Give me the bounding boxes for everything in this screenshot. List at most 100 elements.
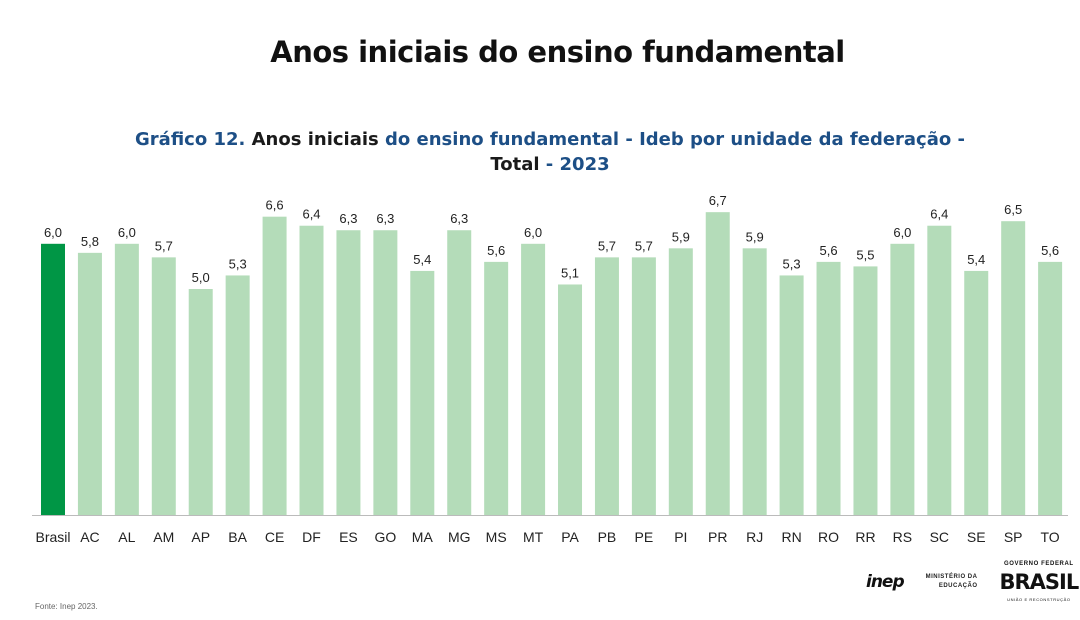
bar-AP <box>188 289 213 515</box>
bar-RN <box>779 275 804 515</box>
bar-DF <box>299 225 324 515</box>
bar-PB <box>594 257 619 515</box>
x-tick-label: TO <box>1041 529 1060 545</box>
data-label: 6,6 <box>266 198 284 213</box>
x-tick-label: Brasil <box>35 529 70 545</box>
data-label: 5,8 <box>81 234 99 249</box>
x-tick-label: SP <box>1004 529 1023 545</box>
x-tick-label: AL <box>118 529 135 545</box>
data-label: 6,3 <box>450 211 468 226</box>
page-title: Anos iniciais do ensino fundamental <box>270 35 845 69</box>
bar-TO <box>1038 261 1063 515</box>
mec-logo: MINISTÉRIO DA EDUCAÇÃO <box>926 573 978 591</box>
data-label: 5,7 <box>155 238 173 253</box>
bar-Brasil <box>41 243 65 516</box>
x-tick-label: PR <box>708 529 727 545</box>
bar-MA <box>410 270 435 515</box>
bar-MG <box>447 230 472 516</box>
data-label: 6,4 <box>930 207 948 222</box>
bar-RR <box>853 266 878 515</box>
x-tick-label: MS <box>486 529 507 545</box>
data-label: 5,5 <box>856 247 874 262</box>
data-label: 5,1 <box>561 265 579 280</box>
chart-title: Gráfico 12. Anos iniciais do ensino fund… <box>0 127 1080 177</box>
x-tick-label: AP <box>191 529 210 545</box>
inep-logo: inep <box>866 571 905 592</box>
data-label: 6,3 <box>376 211 394 226</box>
data-label: 5,7 <box>598 238 616 253</box>
chart-title-part: Total <box>490 154 540 175</box>
x-tick-label: GO <box>374 529 396 545</box>
data-label: 6,7 <box>709 193 727 208</box>
bar-CE <box>262 216 287 515</box>
x-tick-label: PI <box>674 529 687 545</box>
x-tick-label: RO <box>818 529 839 545</box>
data-label: 5,7 <box>635 238 653 253</box>
mec-line: EDUCAÇÃO <box>938 582 978 589</box>
data-label: 5,3 <box>229 256 247 271</box>
bar-MS <box>484 261 509 515</box>
gov-sub: UNIÃO E RECONSTRUÇÃO <box>1007 597 1071 602</box>
data-label: 5,9 <box>746 229 764 244</box>
x-tick-label: RJ <box>746 529 763 545</box>
data-label: 5,0 <box>192 270 210 285</box>
x-tick-label: SC <box>930 529 949 545</box>
x-tick-label: BA <box>228 529 247 545</box>
x-tick-label: RS <box>893 529 912 545</box>
x-tick-label: ES <box>339 529 358 545</box>
bar-SP <box>1001 221 1026 515</box>
data-label: 5,4 <box>413 252 431 267</box>
bar-SE <box>964 270 989 515</box>
chart-title-part: Anos iniciais <box>245 129 379 150</box>
data-label: 5,3 <box>783 256 801 271</box>
gov-main: BRASIL <box>999 570 1079 594</box>
data-label: 6,0 <box>44 225 62 240</box>
x-tick-label: AC <box>80 529 99 545</box>
bar-AM <box>151 257 176 515</box>
x-tick-label: RR <box>855 529 875 545</box>
x-tick-label: PA <box>561 529 579 545</box>
data-label: 6,5 <box>1004 202 1022 217</box>
data-label: 5,4 <box>967 252 985 267</box>
bar-AL <box>114 243 139 516</box>
chart-title-part: do ensino fundamental - Ideb por unidade… <box>378 129 965 150</box>
x-tick-label: MG <box>448 529 471 545</box>
x-tick-label: AM <box>153 529 174 545</box>
source-note: Fonte: Inep 2023. <box>35 602 98 611</box>
data-label: 5,6 <box>1041 243 1059 258</box>
bar-BA <box>225 275 250 515</box>
bar-ES <box>336 230 361 516</box>
x-tick-label: PE <box>635 529 654 545</box>
bar-RO <box>816 261 841 515</box>
x-tick-label: SE <box>967 529 986 545</box>
data-label: 6,0 <box>524 225 542 240</box>
bar-PR <box>705 212 730 515</box>
x-tick-label: CE <box>265 529 284 545</box>
bar-PA <box>558 284 583 515</box>
bar-MT <box>521 243 546 516</box>
bar-PI <box>668 248 693 515</box>
x-tick-label: RN <box>781 529 801 545</box>
data-label: 5,6 <box>819 243 837 258</box>
bar-PE <box>631 257 656 515</box>
data-label: 5,9 <box>672 229 690 244</box>
data-label: 6,0 <box>893 225 911 240</box>
mec-line: MINISTÉRIO DA <box>925 573 978 580</box>
bar-AC <box>77 252 102 515</box>
data-label: 6,3 <box>339 211 357 226</box>
bar-SC <box>927 225 952 515</box>
chart-title-part: Gráfico 12. <box>135 129 246 150</box>
x-tick-label: PB <box>598 529 617 545</box>
x-tick-label: DF <box>302 529 321 545</box>
x-tick-label: MA <box>412 529 434 545</box>
logos: inep MINISTÉRIO DA EDUCAÇÃO GOVERNO FEDE… <box>866 560 1079 603</box>
gov-brasil-logo: GOVERNO FEDERAL BRASIL UNIÃO E RECONSTRU… <box>999 560 1079 603</box>
data-label: 5,6 <box>487 243 505 258</box>
bar-RS <box>890 243 915 516</box>
chart-title-part: - 2023 <box>539 154 610 175</box>
data-label: 6,4 <box>302 207 320 222</box>
gov-top: GOVERNO FEDERAL <box>1004 561 1074 567</box>
x-tick-label: MT <box>523 529 544 545</box>
data-label: 6,0 <box>118 225 136 240</box>
